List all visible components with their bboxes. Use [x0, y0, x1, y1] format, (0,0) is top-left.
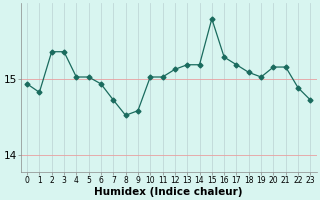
X-axis label: Humidex (Indice chaleur): Humidex (Indice chaleur)	[94, 187, 243, 197]
